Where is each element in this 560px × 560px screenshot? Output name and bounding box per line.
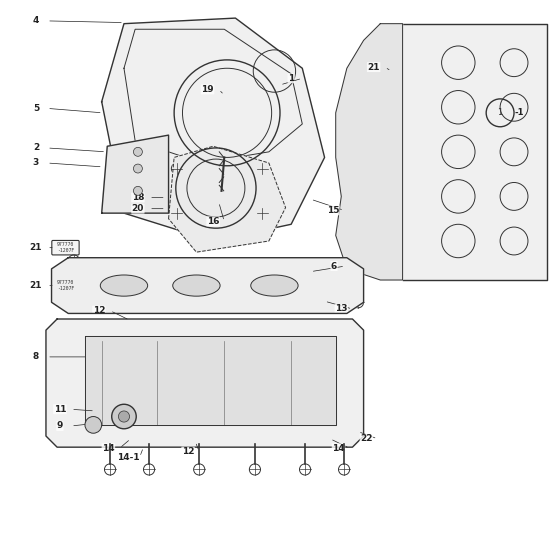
Text: 14: 14 — [332, 444, 345, 453]
Text: 1: 1 — [497, 108, 503, 118]
Circle shape — [133, 147, 142, 156]
Text: 15: 15 — [326, 206, 339, 215]
Circle shape — [85, 417, 102, 433]
Ellipse shape — [100, 275, 148, 296]
Text: 8: 8 — [33, 352, 39, 361]
Ellipse shape — [172, 275, 220, 296]
Polygon shape — [46, 319, 363, 447]
Text: 14-1: 14-1 — [117, 452, 140, 461]
Text: -1: -1 — [514, 108, 524, 118]
FancyBboxPatch shape — [52, 278, 79, 293]
Text: 1: 1 — [288, 74, 294, 83]
Text: 2: 2 — [33, 143, 39, 152]
Text: 18: 18 — [132, 193, 144, 202]
Polygon shape — [52, 258, 363, 314]
Text: 21: 21 — [30, 281, 42, 290]
Circle shape — [133, 164, 142, 173]
Text: 20: 20 — [132, 204, 144, 213]
Text: 13: 13 — [335, 305, 348, 314]
Text: 11: 11 — [54, 405, 66, 414]
Polygon shape — [85, 336, 336, 425]
Text: 14: 14 — [102, 444, 115, 453]
Circle shape — [133, 186, 142, 195]
Text: 21: 21 — [30, 243, 42, 252]
Text: 977770
-1207F: 977770 -1207F — [57, 280, 74, 291]
Ellipse shape — [251, 275, 298, 296]
Text: 3: 3 — [33, 158, 39, 167]
Text: 16: 16 — [207, 217, 220, 226]
Text: 4: 4 — [32, 16, 39, 25]
Text: 6: 6 — [331, 262, 337, 270]
Text: 21: 21 — [367, 63, 380, 72]
Text: 19: 19 — [201, 85, 214, 94]
Text: 12: 12 — [92, 306, 105, 315]
Polygon shape — [169, 146, 286, 252]
Text: 5: 5 — [33, 104, 39, 113]
Circle shape — [118, 411, 129, 422]
Text: 22: 22 — [360, 435, 372, 444]
Polygon shape — [336, 24, 403, 280]
Text: 9: 9 — [57, 422, 63, 431]
Text: 12: 12 — [182, 447, 194, 456]
Polygon shape — [102, 135, 169, 213]
FancyBboxPatch shape — [52, 240, 79, 255]
Circle shape — [111, 404, 136, 429]
Polygon shape — [403, 24, 548, 280]
Text: 977770
-1207F: 977770 -1207F — [57, 242, 74, 253]
Polygon shape — [102, 18, 325, 241]
